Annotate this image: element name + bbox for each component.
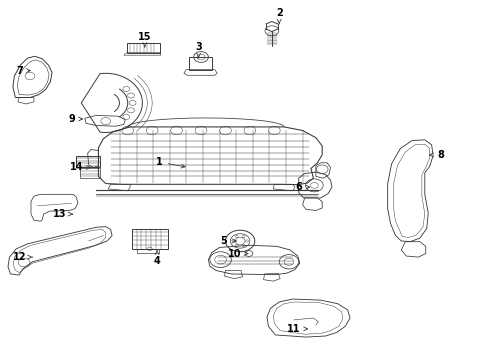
Text: 15: 15 xyxy=(138,32,151,47)
Text: 6: 6 xyxy=(295,182,310,192)
Text: 2: 2 xyxy=(276,8,283,24)
Text: 4: 4 xyxy=(154,250,160,266)
Text: 8: 8 xyxy=(430,150,444,160)
Text: 9: 9 xyxy=(68,114,82,124)
Text: 10: 10 xyxy=(227,248,248,258)
Bar xyxy=(132,229,168,249)
Bar xyxy=(137,249,159,253)
Bar xyxy=(76,156,100,167)
Text: 5: 5 xyxy=(220,236,236,246)
Text: 12: 12 xyxy=(13,252,32,262)
Bar xyxy=(189,57,212,69)
Text: 14: 14 xyxy=(70,162,90,172)
Bar xyxy=(127,42,160,53)
Text: 7: 7 xyxy=(16,66,30,76)
Text: 1: 1 xyxy=(156,157,185,168)
Text: 13: 13 xyxy=(53,209,73,219)
Bar xyxy=(80,168,100,178)
Text: 11: 11 xyxy=(287,324,308,334)
Text: 3: 3 xyxy=(195,42,202,58)
